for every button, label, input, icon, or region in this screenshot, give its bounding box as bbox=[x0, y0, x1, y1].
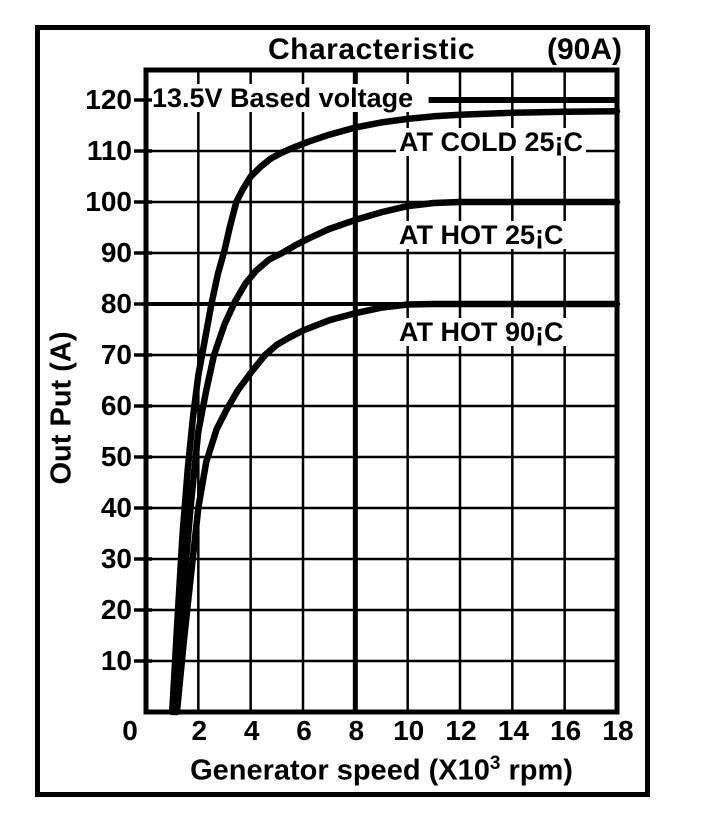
x-tick-label-16: 16 bbox=[550, 715, 582, 746]
x-tick-label-6: 6 bbox=[296, 715, 312, 746]
curve-label-at-cold-25c: AT COLD 25¡C bbox=[396, 128, 587, 156]
curve-at-hot-90c bbox=[173, 300, 621, 716]
y-tick-label-80: 80 bbox=[100, 288, 132, 319]
chart-rating-badge: (90A) bbox=[546, 33, 622, 66]
y-tick-label-20: 20 bbox=[100, 594, 132, 625]
y-tick-label-40: 40 bbox=[100, 492, 132, 523]
plot-border bbox=[143, 67, 620, 715]
y-tick-label-30: 30 bbox=[100, 543, 132, 574]
x-tick-label-14: 14 bbox=[497, 715, 529, 746]
x-tick-label-18: 18 bbox=[602, 715, 634, 746]
x-tick-label-0: 0 bbox=[122, 715, 138, 746]
superscript-3: 3 bbox=[489, 753, 501, 774]
x-tick-label-12: 12 bbox=[445, 715, 477, 746]
y-tick-label-120: 120 bbox=[85, 84, 132, 115]
chart-title: Characteristic bbox=[268, 33, 476, 66]
y-tick-label-110: 110 bbox=[86, 135, 132, 166]
x-axis-title: Generator speed (X103 rpm) bbox=[190, 753, 573, 787]
y-tick-label-60: 60 bbox=[100, 390, 132, 421]
x-tick-label-8: 8 bbox=[348, 715, 365, 746]
curve-label-at-hot-25c: AT HOT 25¡C bbox=[396, 221, 567, 249]
y-tick-label-50: 50 bbox=[100, 441, 132, 472]
x-tick-label-10: 10 bbox=[393, 715, 425, 746]
y-tick-label-10: 10 bbox=[100, 645, 132, 676]
curve-at-cold-25c bbox=[168, 107, 621, 716]
y-tick-label-70: 70 bbox=[100, 339, 132, 370]
x-tick-label-2: 2 bbox=[191, 715, 208, 746]
curve-at-hot-25c bbox=[171, 198, 621, 716]
x-tick-label-4: 4 bbox=[243, 715, 260, 746]
y-tick-label-90: 90 bbox=[100, 237, 132, 268]
curve-label-at-hot-90c: AT HOT 90¡C bbox=[396, 318, 567, 346]
y-tick-label-100: 100 bbox=[85, 186, 132, 217]
annotation-based-voltage: 13.5V Based voltage bbox=[152, 84, 418, 112]
